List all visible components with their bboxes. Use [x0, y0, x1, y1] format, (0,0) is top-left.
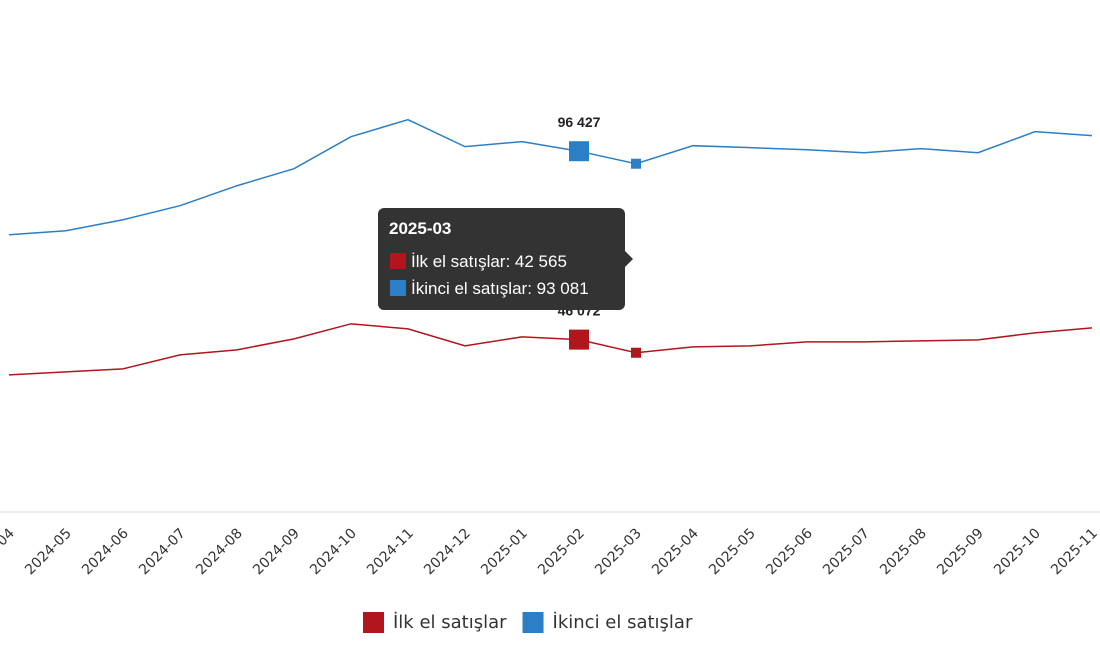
- x-tick-label: 2025-10: [991, 526, 1044, 579]
- x-tick-label: 2024-05: [22, 526, 75, 579]
- legend-swatch: [363, 612, 384, 633]
- x-tick-label: 2025-09: [934, 526, 987, 579]
- tooltip-item: İkinci el satışlar: 93 081: [411, 279, 589, 298]
- x-tick-label: 2024-12: [421, 526, 474, 579]
- tooltip-title: 2025-03: [389, 219, 451, 238]
- point-marker: [631, 347, 641, 358]
- x-tick-label: 2024-04: [0, 525, 18, 578]
- tooltip-item: İlk el satışlar: 42 565: [411, 252, 567, 271]
- x-tick-label: 2025-11: [1048, 526, 1100, 579]
- x-tick-label: 2025-07: [820, 526, 873, 579]
- x-tick-label: 2024-10: [307, 526, 360, 579]
- x-tick-label: 2024-11: [364, 526, 417, 579]
- x-tick-label: 2025-04: [649, 525, 702, 578]
- tooltip-swatch: [390, 253, 406, 269]
- point-marker: [569, 141, 589, 162]
- x-tick-label: 2025-01: [478, 526, 531, 579]
- legend-label: İkinci el satışlar: [553, 612, 693, 633]
- x-tick-label: 2025-02: [535, 526, 588, 579]
- tooltip: 2025-03 İlk el satışlar: 42 565 İkinci el …: [378, 208, 633, 310]
- x-tick-label: 2025-06: [763, 525, 816, 578]
- data-label: 96 427: [558, 114, 601, 130]
- point-marker: [569, 329, 589, 350]
- tooltip-swatch: [390, 280, 406, 296]
- x-tick-label: 2024-09: [250, 526, 303, 579]
- x-tick-label: 2025-03: [592, 526, 645, 579]
- x-tick-label: 2024-06: [79, 525, 132, 578]
- legend: İlk el satışlar İkinci el satışlar: [363, 612, 693, 633]
- series-line: [8, 323, 1093, 376]
- x-tick-label: 2025-05: [706, 526, 759, 579]
- x-tick-label: 2024-07: [136, 526, 189, 579]
- series-line: [8, 118, 1093, 236]
- legend-swatch: [522, 612, 544, 633]
- point-marker: [631, 158, 641, 169]
- tooltip-arrow: [625, 251, 633, 267]
- tooltip-box: [378, 208, 625, 310]
- legend-label: İlk el satışlar: [393, 612, 507, 633]
- x-tick-label: 2024-08: [193, 526, 246, 579]
- x-tick-label: 2025-08: [877, 526, 930, 579]
